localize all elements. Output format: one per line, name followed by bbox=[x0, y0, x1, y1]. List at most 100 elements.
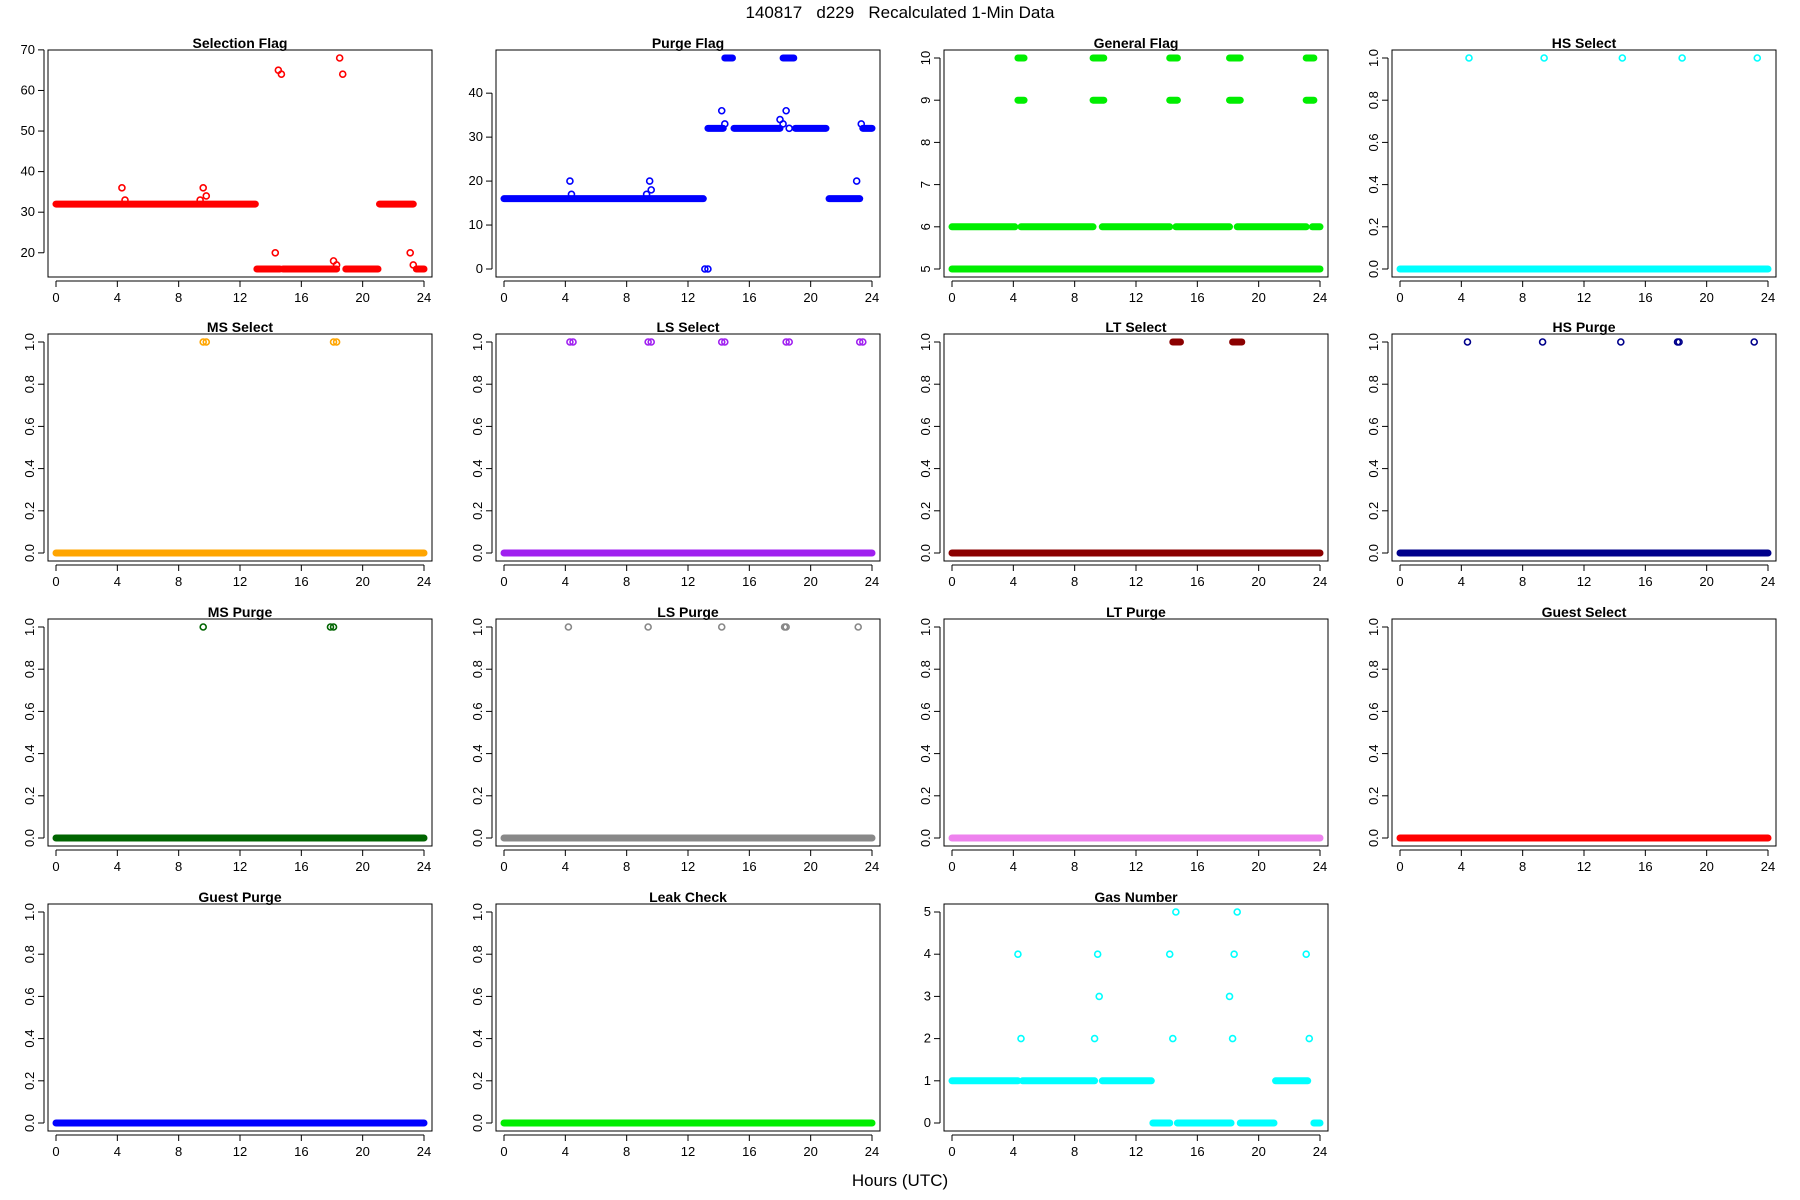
plot-frame bbox=[495, 903, 881, 1132]
data-point bbox=[1617, 338, 1625, 346]
y-tick-label: 0.0 bbox=[918, 829, 933, 847]
x-tick-label: 20 bbox=[803, 859, 817, 874]
x-tick-label: 24 bbox=[417, 574, 431, 589]
y-tick-label: 0.6 bbox=[22, 417, 37, 435]
x-tick-label: 24 bbox=[1761, 574, 1775, 589]
y-tick-label: 7 bbox=[918, 181, 933, 188]
y-tick-label: 0.0 bbox=[918, 544, 933, 562]
panel-title: General Flag bbox=[1094, 35, 1179, 51]
x-tick-label: 20 bbox=[1699, 859, 1713, 874]
x-tick-label: 4 bbox=[562, 290, 569, 305]
x-tick-label: 0 bbox=[52, 574, 59, 589]
x-tick-label: 24 bbox=[865, 290, 879, 305]
x-tick-label: 8 bbox=[1519, 574, 1526, 589]
x-tick-label: 12 bbox=[233, 574, 247, 589]
y-tick-label: 0.8 bbox=[918, 660, 933, 678]
x-tick-label: 24 bbox=[1313, 290, 1327, 305]
x-tick-label: 12 bbox=[233, 1144, 247, 1159]
x-tick-label: 16 bbox=[294, 290, 308, 305]
y-tick-label: 0.2 bbox=[22, 787, 37, 805]
panel-hs-purge: HS Purge 0 4 8 12 16 20 24 0.0 0.2 0.4 0.6 0.8 1.0 bbox=[1366, 319, 1777, 589]
x-tick-label: 16 bbox=[294, 859, 308, 874]
panel-selection-flag: Selection Flag 0 4 8 12 16 20 24 20 30 40 50 60 70 bbox=[21, 35, 433, 305]
data-point bbox=[1169, 1034, 1177, 1043]
data-point bbox=[566, 338, 574, 346]
plot-frame bbox=[943, 618, 1329, 847]
x-tick-label: 16 bbox=[1638, 859, 1652, 874]
x-tick-label: 12 bbox=[1577, 859, 1591, 874]
x-tick-label: 8 bbox=[175, 1144, 182, 1159]
x-tick-label: 20 bbox=[803, 1144, 817, 1159]
data-point bbox=[779, 120, 787, 128]
x-tick-label: 0 bbox=[500, 290, 507, 305]
data-point bbox=[644, 623, 652, 631]
x-tick-label: 24 bbox=[417, 290, 431, 305]
x-tick-label: 4 bbox=[1458, 290, 1465, 305]
x-tick-label: 8 bbox=[175, 859, 182, 874]
y-tick-label: 0.8 bbox=[470, 945, 485, 963]
x-tick-label: 24 bbox=[1313, 574, 1327, 589]
x-tick-label: 16 bbox=[742, 1144, 756, 1159]
data-point bbox=[1465, 54, 1473, 62]
data-point bbox=[785, 124, 794, 133]
data-point bbox=[1233, 908, 1241, 916]
panel-title: LS Purge bbox=[657, 604, 719, 620]
x-tick-label: 20 bbox=[1699, 290, 1713, 305]
panel-ls-purge: LS Purge 0 4 8 12 16 20 24 0.0 0.2 0.4 0.6 0.8 1.0 bbox=[470, 604, 881, 874]
data-point bbox=[329, 623, 338, 631]
y-tick-label: 0.2 bbox=[1366, 502, 1381, 520]
x-tick-label: 16 bbox=[294, 1144, 308, 1159]
x-tick-label: 16 bbox=[1190, 1144, 1204, 1159]
panel-title: MS Select bbox=[207, 319, 273, 335]
x-tick-label: 12 bbox=[681, 1144, 695, 1159]
panel-title: MS Purge bbox=[208, 604, 273, 620]
x-tick-label: 24 bbox=[417, 859, 431, 874]
x-tick-label: 16 bbox=[742, 290, 756, 305]
x-tick-label: 16 bbox=[1190, 859, 1204, 874]
x-tick-label: 20 bbox=[355, 859, 369, 874]
y-tick-label: 0.6 bbox=[22, 702, 37, 720]
x-tick-label: 12 bbox=[1577, 290, 1591, 305]
data-point bbox=[1750, 338, 1758, 346]
x-tick-label: 4 bbox=[562, 1144, 569, 1159]
y-tick-label: 0.4 bbox=[918, 745, 933, 763]
x-tick-label: 4 bbox=[114, 574, 121, 589]
plot-frame bbox=[943, 903, 1329, 1132]
data-point bbox=[1165, 950, 1174, 959]
y-tick-label: 1.0 bbox=[22, 903, 37, 921]
panel-title: Purge Flag bbox=[652, 35, 724, 51]
y-tick-label: 0.2 bbox=[918, 787, 933, 805]
y-tick-label: 40 bbox=[21, 164, 35, 179]
data-point bbox=[782, 106, 790, 115]
y-tick-label: 0.6 bbox=[1366, 133, 1381, 151]
y-tick-label: 30 bbox=[21, 204, 35, 219]
y-tick-label: 1.0 bbox=[1366, 49, 1381, 67]
panel-ms-purge: MS Purge 0 4 8 12 16 20 24 0.0 0.2 0.4 0.6 0.8 1.0 bbox=[22, 604, 433, 874]
y-tick-label: 0.0 bbox=[22, 544, 37, 562]
x-tick-label: 20 bbox=[355, 1144, 369, 1159]
x-tick-label: 8 bbox=[623, 859, 630, 874]
data-point bbox=[406, 248, 415, 257]
panel-ls-select: LS Select 0 4 8 12 16 20 24 0.0 0.2 0.4 0.6 0.8 1.0 bbox=[470, 319, 881, 589]
x-axis-label: Hours (UTC) bbox=[851, 1171, 949, 1190]
x-tick-label: 12 bbox=[233, 290, 247, 305]
x-tick-label: 12 bbox=[1129, 859, 1143, 874]
x-tick-label: 0 bbox=[948, 859, 955, 874]
data-point bbox=[1230, 950, 1238, 959]
y-tick-label: 1.0 bbox=[22, 333, 37, 351]
y-tick-label: 0.8 bbox=[22, 375, 37, 393]
y-tick-label: 0.2 bbox=[22, 502, 37, 520]
x-tick-label: 0 bbox=[52, 290, 59, 305]
y-tick-label: 0.8 bbox=[918, 375, 933, 393]
x-tick-label: 16 bbox=[294, 574, 308, 589]
x-tick-label: 4 bbox=[1458, 859, 1465, 874]
x-tick-label: 0 bbox=[500, 859, 507, 874]
data-point bbox=[701, 265, 709, 273]
y-tick-label: 40 bbox=[469, 85, 483, 100]
data-point bbox=[1302, 950, 1310, 959]
x-tick-label: 20 bbox=[803, 574, 817, 589]
y-tick-label: 0.2 bbox=[22, 1072, 37, 1090]
x-tick-label: 8 bbox=[623, 290, 630, 305]
data-point bbox=[644, 338, 652, 346]
